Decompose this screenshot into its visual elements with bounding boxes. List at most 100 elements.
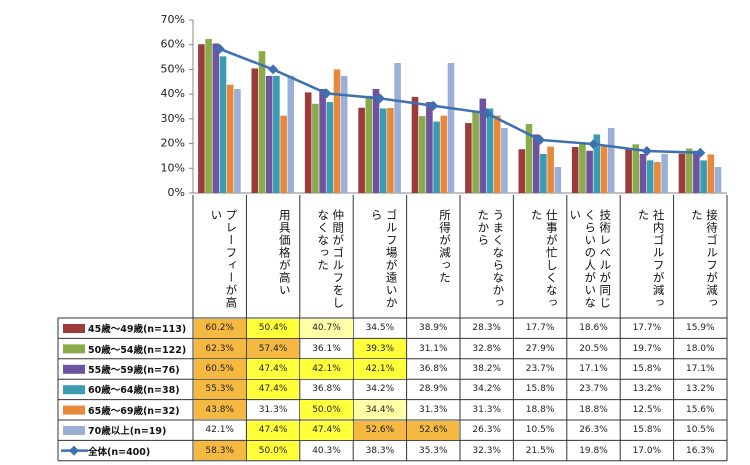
table-cell: 42.1% — [300, 359, 353, 379]
table-cell: 39.3% — [353, 338, 407, 359]
table-cell: 15.8% — [632, 363, 662, 374]
bar — [646, 160, 654, 193]
table-cell: 17.0% — [632, 445, 662, 456]
table-cell: 20.5% — [579, 343, 608, 354]
bar — [685, 148, 693, 193]
line-marker — [321, 88, 332, 99]
table-cell: 31.3% — [472, 404, 501, 415]
bar — [493, 115, 501, 193]
table-cell: 32.3% — [472, 445, 501, 456]
line — [219, 47, 701, 154]
category-label: ゴルフ場が遠いから — [369, 209, 399, 309]
category-label: 仕事が忙しくなった — [529, 209, 559, 309]
bar — [661, 153, 668, 193]
bar — [525, 124, 533, 193]
legend-swatch — [63, 344, 85, 354]
table-cell: 31.3% — [258, 404, 288, 415]
table-cell: 16.3% — [685, 445, 715, 456]
table-cell: 62.3% — [193, 338, 246, 359]
category-label: プレーフィーが高い — [209, 209, 239, 309]
bar — [639, 153, 647, 193]
bar — [312, 103, 319, 193]
table-cell: 10.5% — [525, 425, 555, 436]
table-cell: 55.3% — [193, 379, 246, 400]
bar — [198, 44, 205, 193]
bar — [700, 160, 707, 193]
bar — [540, 153, 547, 193]
line-marker — [641, 145, 652, 156]
bar — [501, 128, 508, 193]
y-tick-label: 30% — [161, 112, 185, 125]
bar — [265, 75, 273, 193]
table-cell: 15.8% — [525, 384, 555, 395]
legend-label: 全体(n=400) — [88, 446, 151, 458]
table-cell: 60.2% — [193, 318, 246, 338]
bar — [707, 154, 715, 193]
line-marker — [481, 108, 492, 119]
bar — [593, 134, 601, 193]
category-label: 技術レベルが同じくらいの人がいない — [568, 209, 613, 309]
line-marker — [268, 64, 279, 75]
table-cell: 17.1% — [579, 363, 608, 374]
table-cell: 58.3% — [193, 440, 246, 461]
table-cell: 34.2% — [472, 384, 501, 395]
bar — [258, 51, 266, 193]
table-cell: 60.5% — [193, 359, 246, 379]
bar — [372, 88, 380, 193]
table-cell: 13.2% — [632, 384, 662, 395]
bar — [532, 134, 540, 193]
bar — [219, 56, 227, 193]
legend-swatch — [63, 426, 85, 435]
table-cell: 12.5% — [632, 404, 662, 415]
legend-label: 65歳～69歳(n=32) — [88, 405, 180, 417]
table-cell: 17.7% — [525, 323, 555, 334]
bar — [304, 92, 312, 193]
legend-swatch — [63, 405, 85, 415]
category-label: うまくならなかったから — [476, 209, 506, 309]
legend-marker — [69, 445, 79, 456]
table-cell: 15.9% — [685, 323, 715, 334]
legend-swatch — [63, 385, 85, 395]
table-cell: 34.2% — [365, 384, 395, 395]
table-cell: 52.6% — [353, 420, 407, 440]
bar — [447, 63, 455, 194]
table-cell: 18.8% — [579, 404, 608, 415]
line-marker — [374, 93, 385, 104]
table-cell: 47.4% — [246, 420, 300, 440]
line-marker — [695, 147, 706, 158]
y-tick-label: 70% — [161, 13, 185, 26]
table-cell: 34.4% — [353, 400, 407, 420]
bar — [426, 102, 433, 193]
table-cell: 19.8% — [579, 445, 608, 456]
table-cell: 42.1% — [205, 425, 234, 436]
bar — [678, 153, 686, 193]
y-tick-label: 50% — [161, 62, 185, 75]
bar — [287, 75, 295, 193]
category-label: 所得が減った — [437, 209, 452, 284]
table-cell: 17.1% — [685, 363, 715, 374]
table-cell: 38.2% — [472, 363, 501, 374]
table-cell: 18.6% — [579, 323, 608, 334]
table-cell: 52.6% — [407, 420, 460, 440]
bar — [205, 39, 212, 193]
bar — [319, 88, 326, 193]
table-cell: 28.3% — [472, 323, 501, 334]
bar — [586, 150, 593, 193]
bar — [554, 167, 562, 193]
category-label: 社内ゴルフが減った — [636, 209, 666, 309]
table-cell: 47.4% — [300, 420, 353, 440]
bar — [394, 63, 401, 194]
table-cell: 31.1% — [418, 343, 448, 354]
y-tick-label: 40% — [161, 87, 185, 100]
bar — [358, 107, 365, 193]
bar — [440, 115, 448, 193]
category-label: 仲間がゴルフをしなくなった — [316, 209, 346, 309]
bar — [579, 142, 586, 193]
legend-swatch — [63, 364, 85, 374]
table-cell: 26.3% — [579, 425, 608, 436]
table-cell: 47.4% — [246, 359, 300, 379]
table-cell: 38.3% — [365, 445, 395, 456]
bar — [479, 98, 487, 193]
bar — [226, 84, 234, 193]
bar — [465, 123, 472, 193]
